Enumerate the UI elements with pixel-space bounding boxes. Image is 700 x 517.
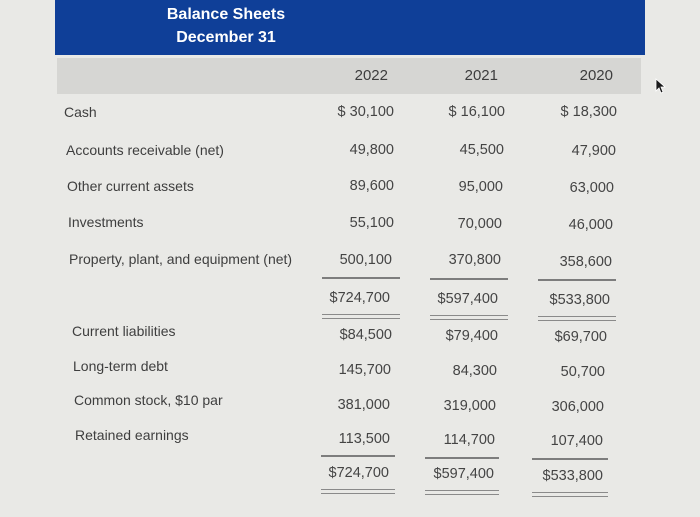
row-label-accounts-receivable: Accounts receivable (net): [66, 142, 224, 158]
oca-2021: 95,000: [458, 179, 503, 195]
total-assets-double-rule-2020: [538, 316, 616, 321]
subtotal-rule-2021: [430, 278, 508, 280]
year-2022: 2022: [354, 67, 388, 84]
total-assets-2022: $724,700: [329, 290, 390, 306]
investments-2021: 70,000: [457, 216, 502, 232]
oca-2022: 89,600: [349, 178, 394, 194]
subtotal-rule-2020: [538, 279, 616, 281]
total-assets-2021: $597,400: [437, 291, 498, 307]
ppe-2020: 358,600: [559, 254, 612, 270]
total-assets-double-rule-2021: [430, 315, 508, 320]
ar-2020: 47,900: [571, 143, 616, 159]
year-2020: 2020: [579, 67, 613, 84]
subtotal-rule-2022: [322, 277, 400, 279]
current-liabilities-2021: $79,400: [445, 328, 498, 344]
le-subtotal-rule-2021: [425, 457, 499, 459]
total-le-double-rule-2022: [321, 489, 395, 494]
long-term-debt-2021: 84,300: [452, 363, 497, 379]
cash-2021: $ 16,100: [448, 104, 505, 120]
total-le-double-rule-2020: [532, 492, 608, 497]
row-label-long-term-debt: Long-term debt: [73, 358, 168, 374]
row-label-cash: Cash: [64, 104, 97, 120]
row-label-ppe: Property, plant, and equipment (net): [69, 251, 293, 267]
cash-2020: $ 18,300: [560, 104, 617, 120]
long-term-debt-2020: 50,700: [560, 364, 605, 380]
row-label-retained-earnings: Retained earnings: [75, 427, 189, 443]
row-label-current-liabilities: Current liabilities: [72, 323, 176, 339]
statement-date: December 31: [176, 29, 276, 46]
statement-title: Balance Sheets: [166, 6, 286, 23]
current-liabilities-2020: $69,700: [554, 329, 607, 345]
total-le-2022: $724,700: [328, 465, 389, 481]
ar-2021: 45,500: [459, 142, 504, 158]
total-le-double-rule-2021: [425, 490, 499, 495]
statement-header: Balance Sheets December 31: [55, 0, 645, 55]
row-label-investments: Investments: [68, 214, 144, 230]
oca-2020: 63,000: [569, 180, 614, 196]
investments-2022: 55,100: [349, 215, 394, 231]
total-le-2021: $597,400: [433, 466, 494, 482]
common-stock-2021: 319,000: [443, 398, 496, 414]
year-2021: 2021: [464, 67, 498, 84]
row-label-common-stock: Common stock, $10 par: [74, 392, 223, 408]
row-label-other-current-assets: Other current assets: [67, 178, 194, 194]
common-stock-2022: 381,000: [337, 397, 390, 413]
retained-earnings-2022: 113,500: [338, 431, 390, 447]
le-subtotal-rule-2022: [321, 455, 395, 457]
ppe-2021: 370,800: [448, 252, 501, 268]
long-term-debt-2022: 145,700: [338, 362, 391, 378]
retained-earnings-2021: 114,700: [443, 432, 495, 448]
total-assets-2020: $533,800: [549, 292, 610, 308]
le-subtotal-rule-2020: [532, 458, 608, 460]
current-liabilities-2022: $84,500: [339, 327, 392, 343]
total-le-2020: $533,800: [542, 468, 603, 484]
retained-earnings-2020: 107,400: [550, 433, 603, 449]
year-header-band: [57, 58, 641, 94]
common-stock-2020: 306,000: [551, 399, 604, 415]
mouse-pointer-icon: [655, 78, 667, 94]
total-assets-double-rule-2022: [322, 314, 400, 319]
ar-2022: 49,800: [349, 142, 394, 158]
investments-2020: 46,000: [568, 217, 613, 233]
cash-2022: $ 30,100: [337, 104, 394, 120]
ppe-2022: 500,100: [339, 252, 392, 268]
